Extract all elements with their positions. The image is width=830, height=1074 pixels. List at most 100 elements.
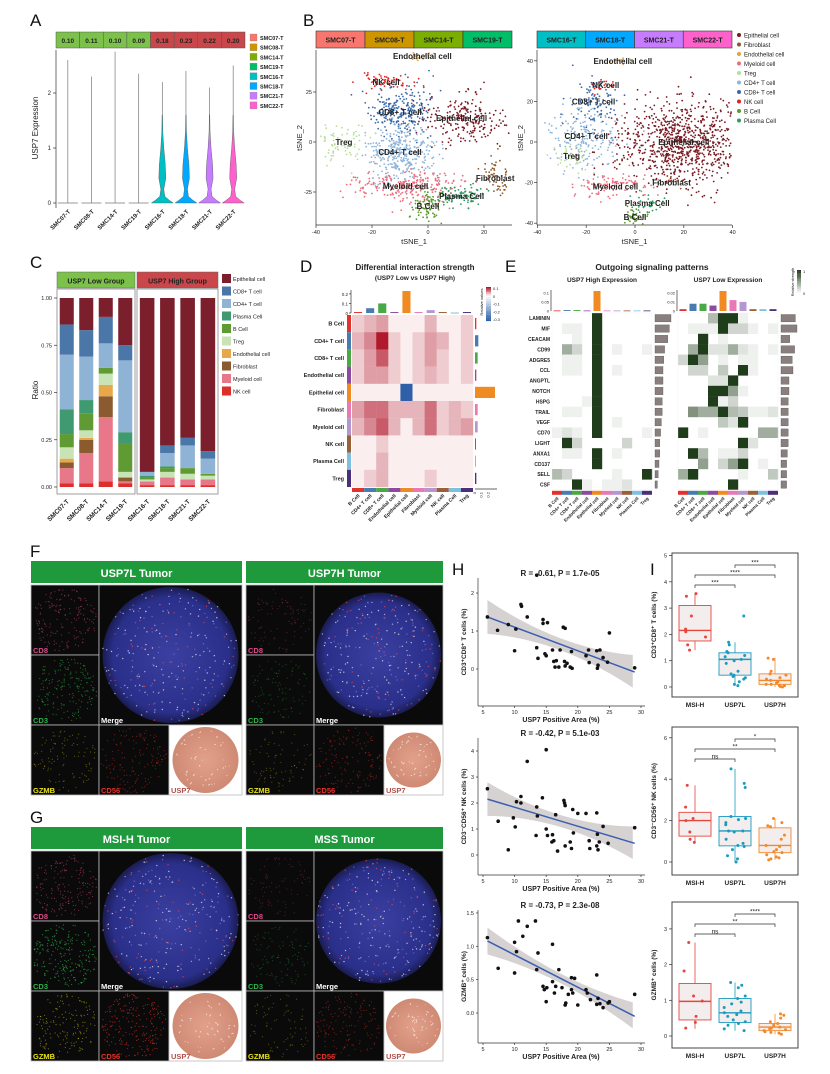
cell-point: [379, 101, 382, 103]
cell-point: [649, 106, 652, 109]
data-point: [704, 635, 708, 639]
cell-point: [615, 122, 618, 124]
cell-point: [714, 160, 717, 163]
cell-signal: [113, 768, 115, 770]
data-point: [768, 1020, 772, 1024]
row-total-bar: [475, 421, 478, 433]
cell-signal: [38, 695, 40, 697]
cell-point: [644, 193, 646, 196]
cell-signal: [44, 695, 46, 698]
heatmap-cell: [748, 365, 759, 376]
cell-point: [571, 186, 574, 189]
cell-point: [397, 177, 400, 180]
cell-point: [467, 201, 469, 204]
heatmap-cell: [708, 396, 719, 407]
cell-signal: [73, 589, 75, 591]
panel-b-tsne-low: SMC07-T SMC08-T SMC14-T SMC19-TEndothelial …: [295, 30, 515, 246]
cell-signal: [146, 711, 148, 713]
cell-point: [392, 85, 395, 88]
cell-point: [415, 162, 417, 165]
cell-point: [373, 76, 375, 78]
cell-point: [387, 151, 389, 154]
cell-point: [426, 187, 429, 190]
cell-point: [701, 172, 704, 175]
cell-point: [725, 104, 728, 106]
cell-signal: [47, 769, 49, 772]
cell-point: [637, 164, 640, 166]
data-point: [732, 659, 736, 663]
col-total-bar: [719, 291, 727, 311]
cell-point: [580, 128, 583, 131]
cell-point: [397, 138, 400, 141]
cell-point: [399, 152, 401, 154]
cell-point: [457, 189, 460, 191]
cell-signal: [62, 589, 64, 591]
cell-point: [421, 130, 424, 133]
row-color-strip: [347, 418, 351, 436]
colorbar-step: [797, 276, 801, 279]
heatmap-cell: [424, 418, 437, 436]
x-tick-label: 20: [575, 1047, 581, 1053]
cell-point: [383, 113, 386, 116]
cell-point: [471, 194, 473, 197]
cell-point: [400, 172, 402, 175]
cell-point: [642, 178, 645, 181]
top-tick-label: 0.1: [342, 301, 349, 306]
cell-point: [499, 194, 502, 197]
cell-point: [697, 149, 700, 152]
box-USP7L: [718, 998, 752, 1023]
cell-signal: [49, 626, 51, 628]
cell-signal: [130, 791, 132, 793]
cell-point: [569, 126, 572, 128]
cell-point: [381, 121, 384, 124]
cell-signal: [85, 775, 87, 777]
cell-point: [672, 116, 674, 119]
heatmap-cell: [448, 435, 462, 453]
cell-point: [380, 154, 383, 157]
data-point: [496, 819, 500, 823]
cell-point: [675, 139, 677, 142]
row-total-bar: [475, 404, 478, 416]
cell-point: [666, 150, 668, 153]
cell-point: [728, 144, 731, 147]
cell-point: [407, 179, 410, 182]
cell-point: [408, 185, 411, 187]
colorbar-step: [797, 287, 801, 290]
cell-point: [575, 145, 577, 148]
legend-label: SMC19-T: [260, 65, 284, 71]
cell-point: [674, 124, 676, 127]
bar-segment: [59, 434, 74, 448]
cell-point: [353, 131, 355, 134]
cell-point: [448, 194, 450, 197]
cell-point: [712, 124, 715, 127]
cell-point: [699, 152, 701, 155]
cell-point: [387, 171, 389, 174]
cell-point: [728, 153, 731, 155]
heatmap-cell: [738, 354, 749, 366]
x-tick-label: USP7L: [725, 702, 746, 709]
cell-point: [474, 109, 477, 112]
heatmap-cell: [698, 333, 709, 345]
cell-signal: [124, 735, 126, 737]
cell-point: [398, 131, 401, 134]
cell-point: [388, 155, 391, 158]
cell-signal: [106, 740, 109, 742]
cell-point: [399, 75, 402, 77]
cell-signal: [76, 590, 78, 593]
cell-signal: [153, 665, 155, 667]
cell-point: [335, 125, 338, 127]
heatmap-cell: [698, 406, 709, 418]
cell-point: [694, 107, 696, 110]
cell-point: [395, 175, 398, 177]
cell-point: [383, 193, 386, 196]
cell-point: [402, 111, 405, 114]
cell-signal: [40, 628, 43, 630]
cell-point: [406, 187, 408, 190]
cell-point: [414, 139, 417, 142]
cell-signal: [56, 598, 58, 600]
cell-point: [418, 104, 421, 107]
cell-point: [678, 137, 681, 140]
data-point: [557, 967, 561, 972]
cell-point: [419, 187, 422, 190]
row-strength-bar: [654, 439, 660, 447]
